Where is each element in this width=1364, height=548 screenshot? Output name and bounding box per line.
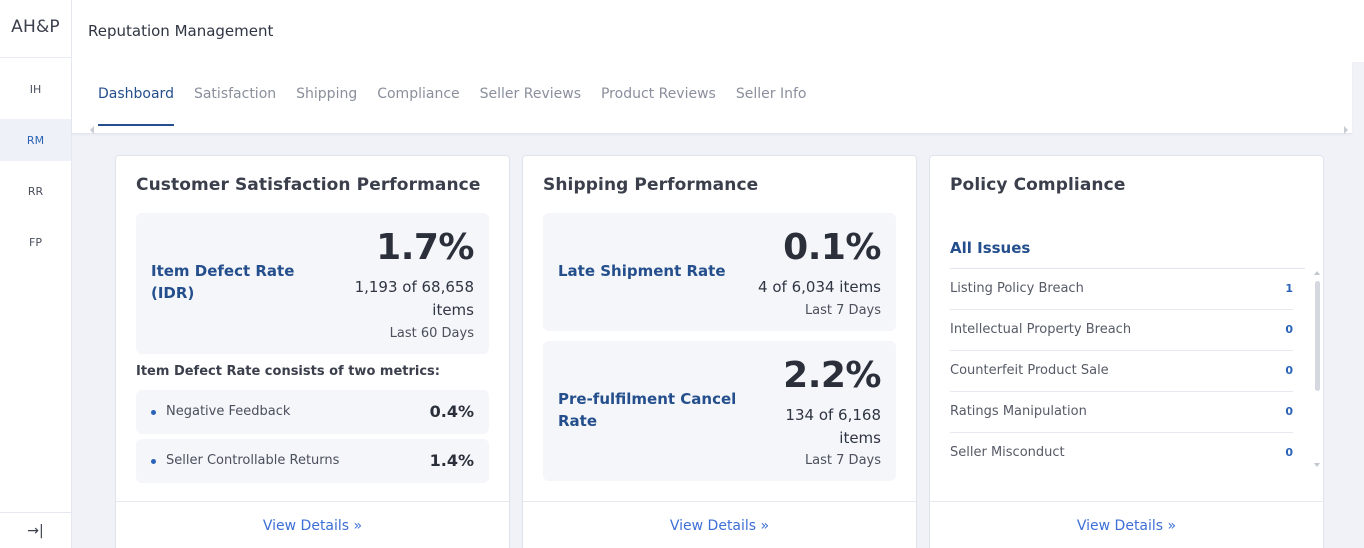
issues-list: Listing Policy Breach 1 Intellectual Pro…: [950, 268, 1305, 474]
policy-compliance-card: Policy Compliance All Issues Listing Pol…: [929, 155, 1324, 548]
shipping-performance-card: Shipping Performance Late Shipment Rate …: [522, 155, 917, 548]
sub-metric-seller-returns: Seller Controllable Returns 1.4%: [136, 439, 489, 483]
cancel-rate-count-line1: 134 of 6,168: [785, 406, 881, 424]
rail-item-ih[interactable]: IH: [29, 82, 42, 96]
page-header: Reputation Management: [72, 0, 1364, 62]
issue-row-seller-misconduct[interactable]: Seller Misconduct 0: [950, 433, 1293, 474]
scrollbar-thumb[interactable]: [1315, 281, 1320, 391]
issue-label: Seller Misconduct: [950, 445, 1065, 460]
sub-metric-value: 0.4%: [429, 402, 474, 421]
tab-satisfaction[interactable]: Satisfaction: [193, 86, 277, 102]
card-title: Customer Satisfaction Performance: [136, 175, 481, 195]
issue-count: 0: [1285, 364, 1293, 377]
issue-label: Ratings Manipulation: [950, 404, 1087, 419]
idr-count-line2: items: [432, 301, 474, 319]
issue-count: 1: [1285, 282, 1293, 295]
idr-count: 1,193 of 68,658 items: [355, 276, 474, 322]
view-details-link[interactable]: View Details »: [262, 518, 363, 534]
expand-rail-icon[interactable]: →|: [0, 512, 71, 548]
cancel-rate-count: 134 of 6,168 items: [785, 404, 881, 450]
issue-row-ip-breach[interactable]: Intellectual Property Breach 0: [950, 310, 1293, 351]
cancel-rate-label-line1: Pre-fulfilment Cancel: [558, 390, 737, 408]
card-footer: View Details »: [523, 501, 916, 548]
app-logo: AH&P: [0, 0, 71, 58]
issue-row-listing-policy[interactable]: Listing Policy Breach 1: [950, 269, 1293, 310]
issue-row-ratings-manipulation[interactable]: Ratings Manipulation 0: [950, 392, 1293, 433]
issue-count: 0: [1285, 446, 1293, 459]
late-shipment-box: Late Shipment Rate 0.1% 4 of 6,034 items…: [543, 213, 896, 331]
late-shipment-label: Late Shipment Rate: [558, 262, 726, 280]
issue-label: Listing Policy Breach: [950, 281, 1084, 296]
issue-row-counterfeit[interactable]: Counterfeit Product Sale 0: [950, 351, 1293, 392]
late-shipment-value: 0.1%: [783, 227, 881, 268]
card-title: Policy Compliance: [950, 175, 1126, 195]
tabs-scroll-left-icon[interactable]: [90, 126, 94, 134]
all-issues-heading[interactable]: All Issues: [950, 239, 1031, 257]
cancel-rate-period: Last 7 Days: [804, 453, 881, 468]
cancel-rate-box: Pre-fulfilment Cancel Rate 2.2% 134 of 6…: [543, 341, 896, 481]
tabs-scroll-right-icon[interactable]: [1344, 126, 1348, 134]
tab-bar: Dashboard Satisfaction Shipping Complian…: [72, 62, 1352, 134]
tab-shipping[interactable]: Shipping: [296, 86, 358, 102]
sub-metric-label: Seller Controllable Returns: [166, 453, 340, 468]
sub-metric-value: 1.4%: [429, 451, 474, 470]
tab-seller-reviews[interactable]: Seller Reviews: [479, 86, 581, 102]
sub-metric-negative-feedback: Negative Feedback 0.4%: [136, 390, 489, 434]
late-shipment-period: Last 7 Days: [804, 303, 881, 318]
bullet-icon: [151, 410, 156, 415]
scroll-down-icon[interactable]: [1314, 463, 1320, 467]
view-details-link[interactable]: View Details »: [669, 518, 770, 534]
side-rail: AH&P IH RM RR FP →|: [0, 0, 72, 548]
idr-consists-label: Item Defect Rate consists of two metrics…: [136, 364, 440, 379]
cancel-rate-label-line2: Rate: [558, 412, 598, 430]
issues-scrollbar[interactable]: [1312, 271, 1322, 467]
card-footer: View Details »: [930, 501, 1323, 548]
idr-value: 1.7%: [376, 227, 474, 268]
customer-satisfaction-card: Customer Satisfaction Performance Item D…: [115, 155, 510, 548]
view-details-link[interactable]: View Details »: [1076, 518, 1177, 534]
page-title: Reputation Management: [88, 22, 274, 40]
idr-count-line1: 1,193 of 68,658: [354, 278, 474, 296]
tab-product-reviews[interactable]: Product Reviews: [600, 86, 716, 102]
issue-label: Counterfeit Product Sale: [950, 363, 1109, 378]
idr-label: Item Defect Rate (IDR): [151, 260, 294, 304]
rail-item-fp[interactable]: FP: [29, 235, 42, 249]
tab-dashboard[interactable]: Dashboard: [98, 62, 174, 126]
idr-label-line2: (IDR): [151, 284, 195, 302]
issue-count: 0: [1285, 405, 1293, 418]
issue-label: Intellectual Property Breach: [950, 322, 1132, 337]
idr-metric-box: Item Defect Rate (IDR) 1.7% 1,193 of 68,…: [136, 213, 489, 354]
bullet-icon: [151, 459, 156, 464]
tab-compliance[interactable]: Compliance: [377, 86, 460, 102]
cancel-rate-count-line2: items: [839, 429, 881, 447]
card-title: Shipping Performance: [543, 175, 759, 195]
late-shipment-count: 4 of 6,034 items: [758, 278, 881, 296]
rail-item-rm[interactable]: RM: [0, 119, 71, 161]
scroll-up-icon[interactable]: [1314, 271, 1320, 275]
issue-count: 0: [1285, 323, 1293, 336]
idr-label-line1: Item Defect Rate: [151, 262, 295, 280]
cancel-rate-label: Pre-fulfilment Cancel Rate: [558, 388, 736, 432]
sub-metric-label: Negative Feedback: [166, 404, 291, 419]
rail-item-rr[interactable]: RR: [27, 184, 44, 198]
idr-period: Last 60 Days: [389, 326, 474, 341]
cancel-rate-value: 2.2%: [783, 355, 881, 396]
tab-seller-info[interactable]: Seller Info: [735, 86, 807, 102]
card-footer: View Details »: [116, 501, 509, 548]
